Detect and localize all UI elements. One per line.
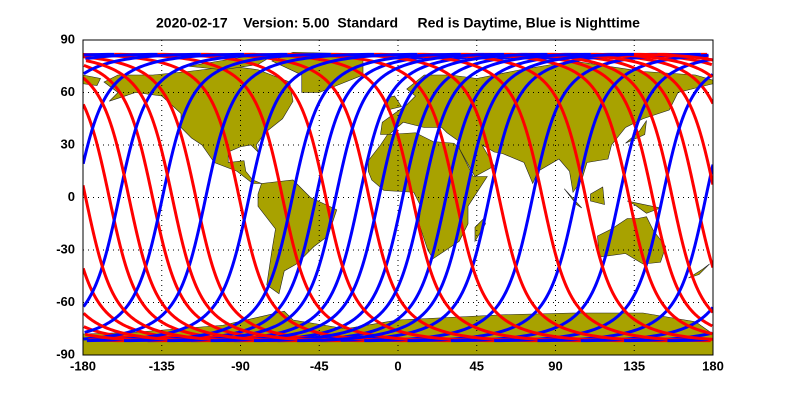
landmass [380,60,713,194]
orbit-track [85,52,158,61]
orbit-track [364,52,701,343]
orbit-track [147,52,485,343]
y-tick-label: 60 [61,84,75,99]
orbit-track [114,52,451,343]
x-tick-label: 135 [623,358,645,373]
orbit-track [320,52,658,343]
orbit-track [330,52,668,343]
orbit-track [484,52,713,328]
orbit-track [277,52,615,343]
orbit-track [83,185,254,343]
orbit-track [167,52,504,343]
orbit-track [494,73,713,343]
y-tick-label: -60 [56,294,75,309]
orbit-track [83,63,321,343]
y-tick-label: 30 [61,136,75,151]
x-tick-label: 90 [548,358,562,373]
orbit-track [210,52,548,343]
x-tick-label: -90 [231,358,250,373]
orbit-track [85,59,341,343]
orbit-track [374,52,711,343]
plot-frame [82,39,714,356]
orbit-track [234,52,571,343]
landmass [590,186,605,205]
x-tick-label: -45 [310,358,329,373]
orbit-track [407,53,709,343]
landmass [627,200,662,214]
orbit-track [83,312,211,343]
x-tick-label: 180 [702,358,724,373]
orbit-track [460,52,713,336]
y-tick-label: 90 [61,31,75,46]
orbit-track [450,57,713,343]
orbit-track [244,52,581,343]
orbit-track [200,52,538,343]
orbit-track [83,52,375,341]
orbit-track [287,52,625,343]
orbit-track [86,52,418,343]
orbit-track [83,76,298,343]
landmass [257,179,338,295]
y-tick-label: 0 [68,189,75,204]
x-tick-label: 0 [394,358,401,373]
orbit-track [190,52,528,343]
orbit-track [83,52,201,75]
y-tick-label: -90 [56,346,75,361]
orbit-track [84,52,115,57]
orbit-track [83,52,408,343]
landmass [688,263,710,279]
orbit-track [157,52,495,343]
x-tick-label: 45 [470,358,484,373]
orbit-track [547,52,713,185]
orbit-track [633,52,713,62]
landmass [564,188,582,209]
orbit-track [83,103,278,343]
orbit-track [124,52,461,343]
orbit-track [537,164,713,343]
y-tick-label: -30 [56,241,75,256]
orbit-track [503,52,713,314]
orbit-track [297,52,634,343]
x-tick-label: -135 [149,358,175,373]
orbit-track [83,55,365,343]
orbit-track [253,52,591,343]
x-tick-label: -180 [70,358,96,373]
orbit-tracks [83,52,713,343]
orbit-track [84,52,331,334]
map-title: 2020-02-17 Version: 5.00 Standard Red is… [156,15,640,31]
orbit-track [417,52,713,341]
orbit-track [527,52,713,268]
tick-labels: -180 -135 -90 -45 0 45 90 135 180 -90 -60 -30 0 30 60 9… [56,31,724,373]
